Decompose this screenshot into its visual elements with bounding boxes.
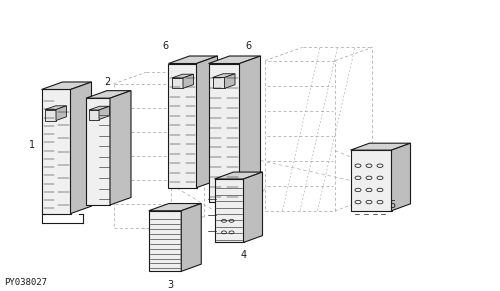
Polygon shape <box>45 106 66 109</box>
Text: 6: 6 <box>162 41 168 51</box>
Polygon shape <box>240 56 260 202</box>
Polygon shape <box>56 106 66 120</box>
Polygon shape <box>214 179 244 242</box>
Text: 3: 3 <box>167 280 173 290</box>
Polygon shape <box>212 77 224 88</box>
Polygon shape <box>89 106 110 110</box>
Polygon shape <box>208 56 260 63</box>
Polygon shape <box>244 172 262 242</box>
Polygon shape <box>168 63 196 188</box>
Text: 4: 4 <box>241 250 247 260</box>
Polygon shape <box>89 110 99 120</box>
Polygon shape <box>224 74 235 88</box>
Text: 2: 2 <box>104 77 110 87</box>
Polygon shape <box>172 78 183 88</box>
Polygon shape <box>196 56 218 188</box>
Polygon shape <box>392 143 410 211</box>
Text: 1: 1 <box>29 140 35 150</box>
Polygon shape <box>110 91 131 205</box>
Polygon shape <box>45 109 56 120</box>
Polygon shape <box>182 203 201 272</box>
Polygon shape <box>149 203 201 211</box>
Polygon shape <box>86 91 131 98</box>
Text: 6: 6 <box>245 41 251 51</box>
Polygon shape <box>208 63 240 202</box>
Polygon shape <box>168 56 218 63</box>
Text: 5: 5 <box>389 200 395 210</box>
Polygon shape <box>149 211 182 272</box>
Polygon shape <box>42 90 70 214</box>
Polygon shape <box>350 150 392 211</box>
Polygon shape <box>350 143 410 150</box>
Polygon shape <box>214 172 262 179</box>
Text: PY038027: PY038027 <box>4 278 47 287</box>
Polygon shape <box>183 74 194 88</box>
Polygon shape <box>99 106 110 120</box>
Polygon shape <box>70 82 92 214</box>
Polygon shape <box>212 74 235 77</box>
Polygon shape <box>86 98 110 205</box>
Polygon shape <box>42 82 92 90</box>
Polygon shape <box>172 74 194 78</box>
